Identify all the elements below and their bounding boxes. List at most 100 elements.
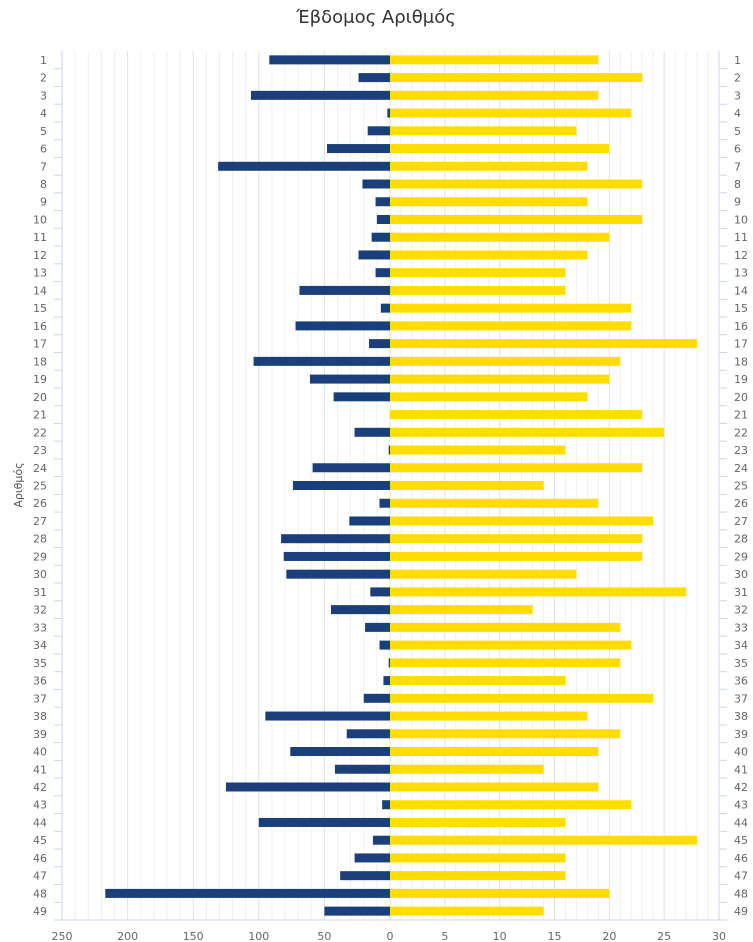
bar-left-26[interactable]	[379, 498, 390, 508]
bar-right-48[interactable]	[390, 888, 610, 898]
bar-left-19[interactable]	[309, 374, 390, 384]
bar-right-46[interactable]	[390, 853, 566, 863]
bar-left-6[interactable]	[327, 144, 390, 154]
bar-left-44[interactable]	[258, 817, 390, 827]
bar-left-46[interactable]	[354, 853, 390, 863]
bar-right-24[interactable]	[390, 463, 643, 473]
bar-right-47[interactable]	[390, 871, 566, 881]
bar-left-40[interactable]	[290, 747, 390, 757]
bar-right-11[interactable]	[390, 232, 610, 242]
bar-right-17[interactable]	[390, 339, 698, 349]
bar-left-43[interactable]	[382, 800, 390, 810]
bar-left-1[interactable]	[269, 55, 390, 65]
bar-left-48[interactable]	[105, 888, 391, 898]
bar-right-40[interactable]	[390, 747, 599, 757]
bar-right-34[interactable]	[390, 640, 632, 650]
bar-left-38[interactable]	[265, 711, 390, 721]
bar-right-21[interactable]	[390, 410, 643, 420]
bar-left-49[interactable]	[324, 906, 390, 916]
bar-right-32[interactable]	[390, 605, 533, 615]
bar-right-33[interactable]	[390, 622, 621, 632]
bar-left-3[interactable]	[250, 90, 390, 100]
bar-right-22[interactable]	[390, 427, 665, 437]
bar-right-28[interactable]	[390, 534, 643, 544]
bar-right-13[interactable]	[390, 268, 566, 278]
bar-left-14[interactable]	[299, 285, 390, 295]
bar-right-8[interactable]	[390, 179, 643, 189]
bar-right-31[interactable]	[390, 587, 687, 597]
bar-right-15[interactable]	[390, 303, 632, 313]
bar-right-6[interactable]	[390, 144, 610, 154]
bar-right-9[interactable]	[390, 197, 588, 207]
bar-left-18[interactable]	[253, 356, 390, 366]
bar-right-49[interactable]	[390, 906, 544, 916]
bar-left-17[interactable]	[369, 339, 390, 349]
x-tick-label-right: 0	[387, 930, 394, 942]
bar-right-19[interactable]	[390, 374, 610, 384]
bar-left-34[interactable]	[379, 640, 390, 650]
bar-right-39[interactable]	[390, 729, 621, 739]
bar-left-15[interactable]	[380, 303, 390, 313]
bar-left-27[interactable]	[349, 516, 390, 526]
bar-right-5[interactable]	[390, 126, 577, 136]
bar-right-45[interactable]	[390, 835, 698, 845]
bar-right-41[interactable]	[390, 764, 544, 774]
bar-left-32[interactable]	[330, 605, 390, 615]
bar-right-14[interactable]	[390, 285, 566, 295]
bar-left-7[interactable]	[218, 161, 390, 171]
bar-left-35[interactable]	[388, 658, 390, 668]
bar-right-18[interactable]	[390, 356, 621, 366]
bar-left-23[interactable]	[388, 445, 390, 455]
bar-right-27[interactable]	[390, 516, 654, 526]
bar-left-9[interactable]	[375, 197, 390, 207]
bar-right-29[interactable]	[390, 551, 643, 561]
bar-right-42[interactable]	[390, 782, 599, 792]
bar-left-42[interactable]	[226, 782, 390, 792]
bar-right-38[interactable]	[390, 711, 588, 721]
bar-left-45[interactable]	[372, 835, 390, 845]
bar-left-11[interactable]	[371, 232, 390, 242]
bar-left-33[interactable]	[365, 622, 390, 632]
bar-left-30[interactable]	[286, 569, 390, 579]
bar-left-31[interactable]	[370, 587, 390, 597]
bar-right-12[interactable]	[390, 250, 588, 260]
bar-right-44[interactable]	[390, 817, 566, 827]
bar-right-1[interactable]	[390, 55, 599, 65]
bar-left-10[interactable]	[376, 214, 390, 224]
bar-right-20[interactable]	[390, 392, 588, 402]
bar-right-2[interactable]	[390, 73, 643, 83]
bar-left-4[interactable]	[387, 108, 390, 118]
bar-right-36[interactable]	[390, 676, 566, 686]
bar-left-24[interactable]	[312, 463, 390, 473]
bar-left-22[interactable]	[354, 427, 390, 437]
bar-right-7[interactable]	[390, 161, 588, 171]
bar-right-43[interactable]	[390, 800, 632, 810]
bar-left-20[interactable]	[333, 392, 390, 402]
bar-right-37[interactable]	[390, 693, 654, 703]
bar-left-36[interactable]	[383, 676, 390, 686]
bar-left-5[interactable]	[367, 126, 390, 136]
bar-right-16[interactable]	[390, 321, 632, 331]
bar-left-8[interactable]	[362, 179, 390, 189]
bar-right-25[interactable]	[390, 481, 544, 490]
bar-left-28[interactable]	[281, 534, 390, 544]
category-label-right: 47	[734, 870, 748, 883]
bar-left-39[interactable]	[346, 729, 390, 739]
bar-left-37[interactable]	[363, 693, 390, 703]
bar-right-23[interactable]	[390, 445, 566, 455]
bar-left-16[interactable]	[295, 321, 390, 331]
bar-left-13[interactable]	[375, 268, 390, 278]
bar-right-35[interactable]	[390, 658, 621, 668]
bar-left-2[interactable]	[358, 73, 390, 83]
bar-right-10[interactable]	[390, 214, 643, 224]
bar-right-3[interactable]	[390, 90, 599, 100]
bar-left-29[interactable]	[283, 551, 390, 561]
bar-left-41[interactable]	[334, 764, 390, 774]
bar-right-26[interactable]	[390, 498, 599, 508]
bar-left-25[interactable]	[292, 481, 390, 490]
bar-left-12[interactable]	[358, 250, 390, 260]
bar-left-47[interactable]	[340, 871, 390, 881]
bar-right-4[interactable]	[390, 108, 632, 118]
bar-right-30[interactable]	[390, 569, 577, 579]
